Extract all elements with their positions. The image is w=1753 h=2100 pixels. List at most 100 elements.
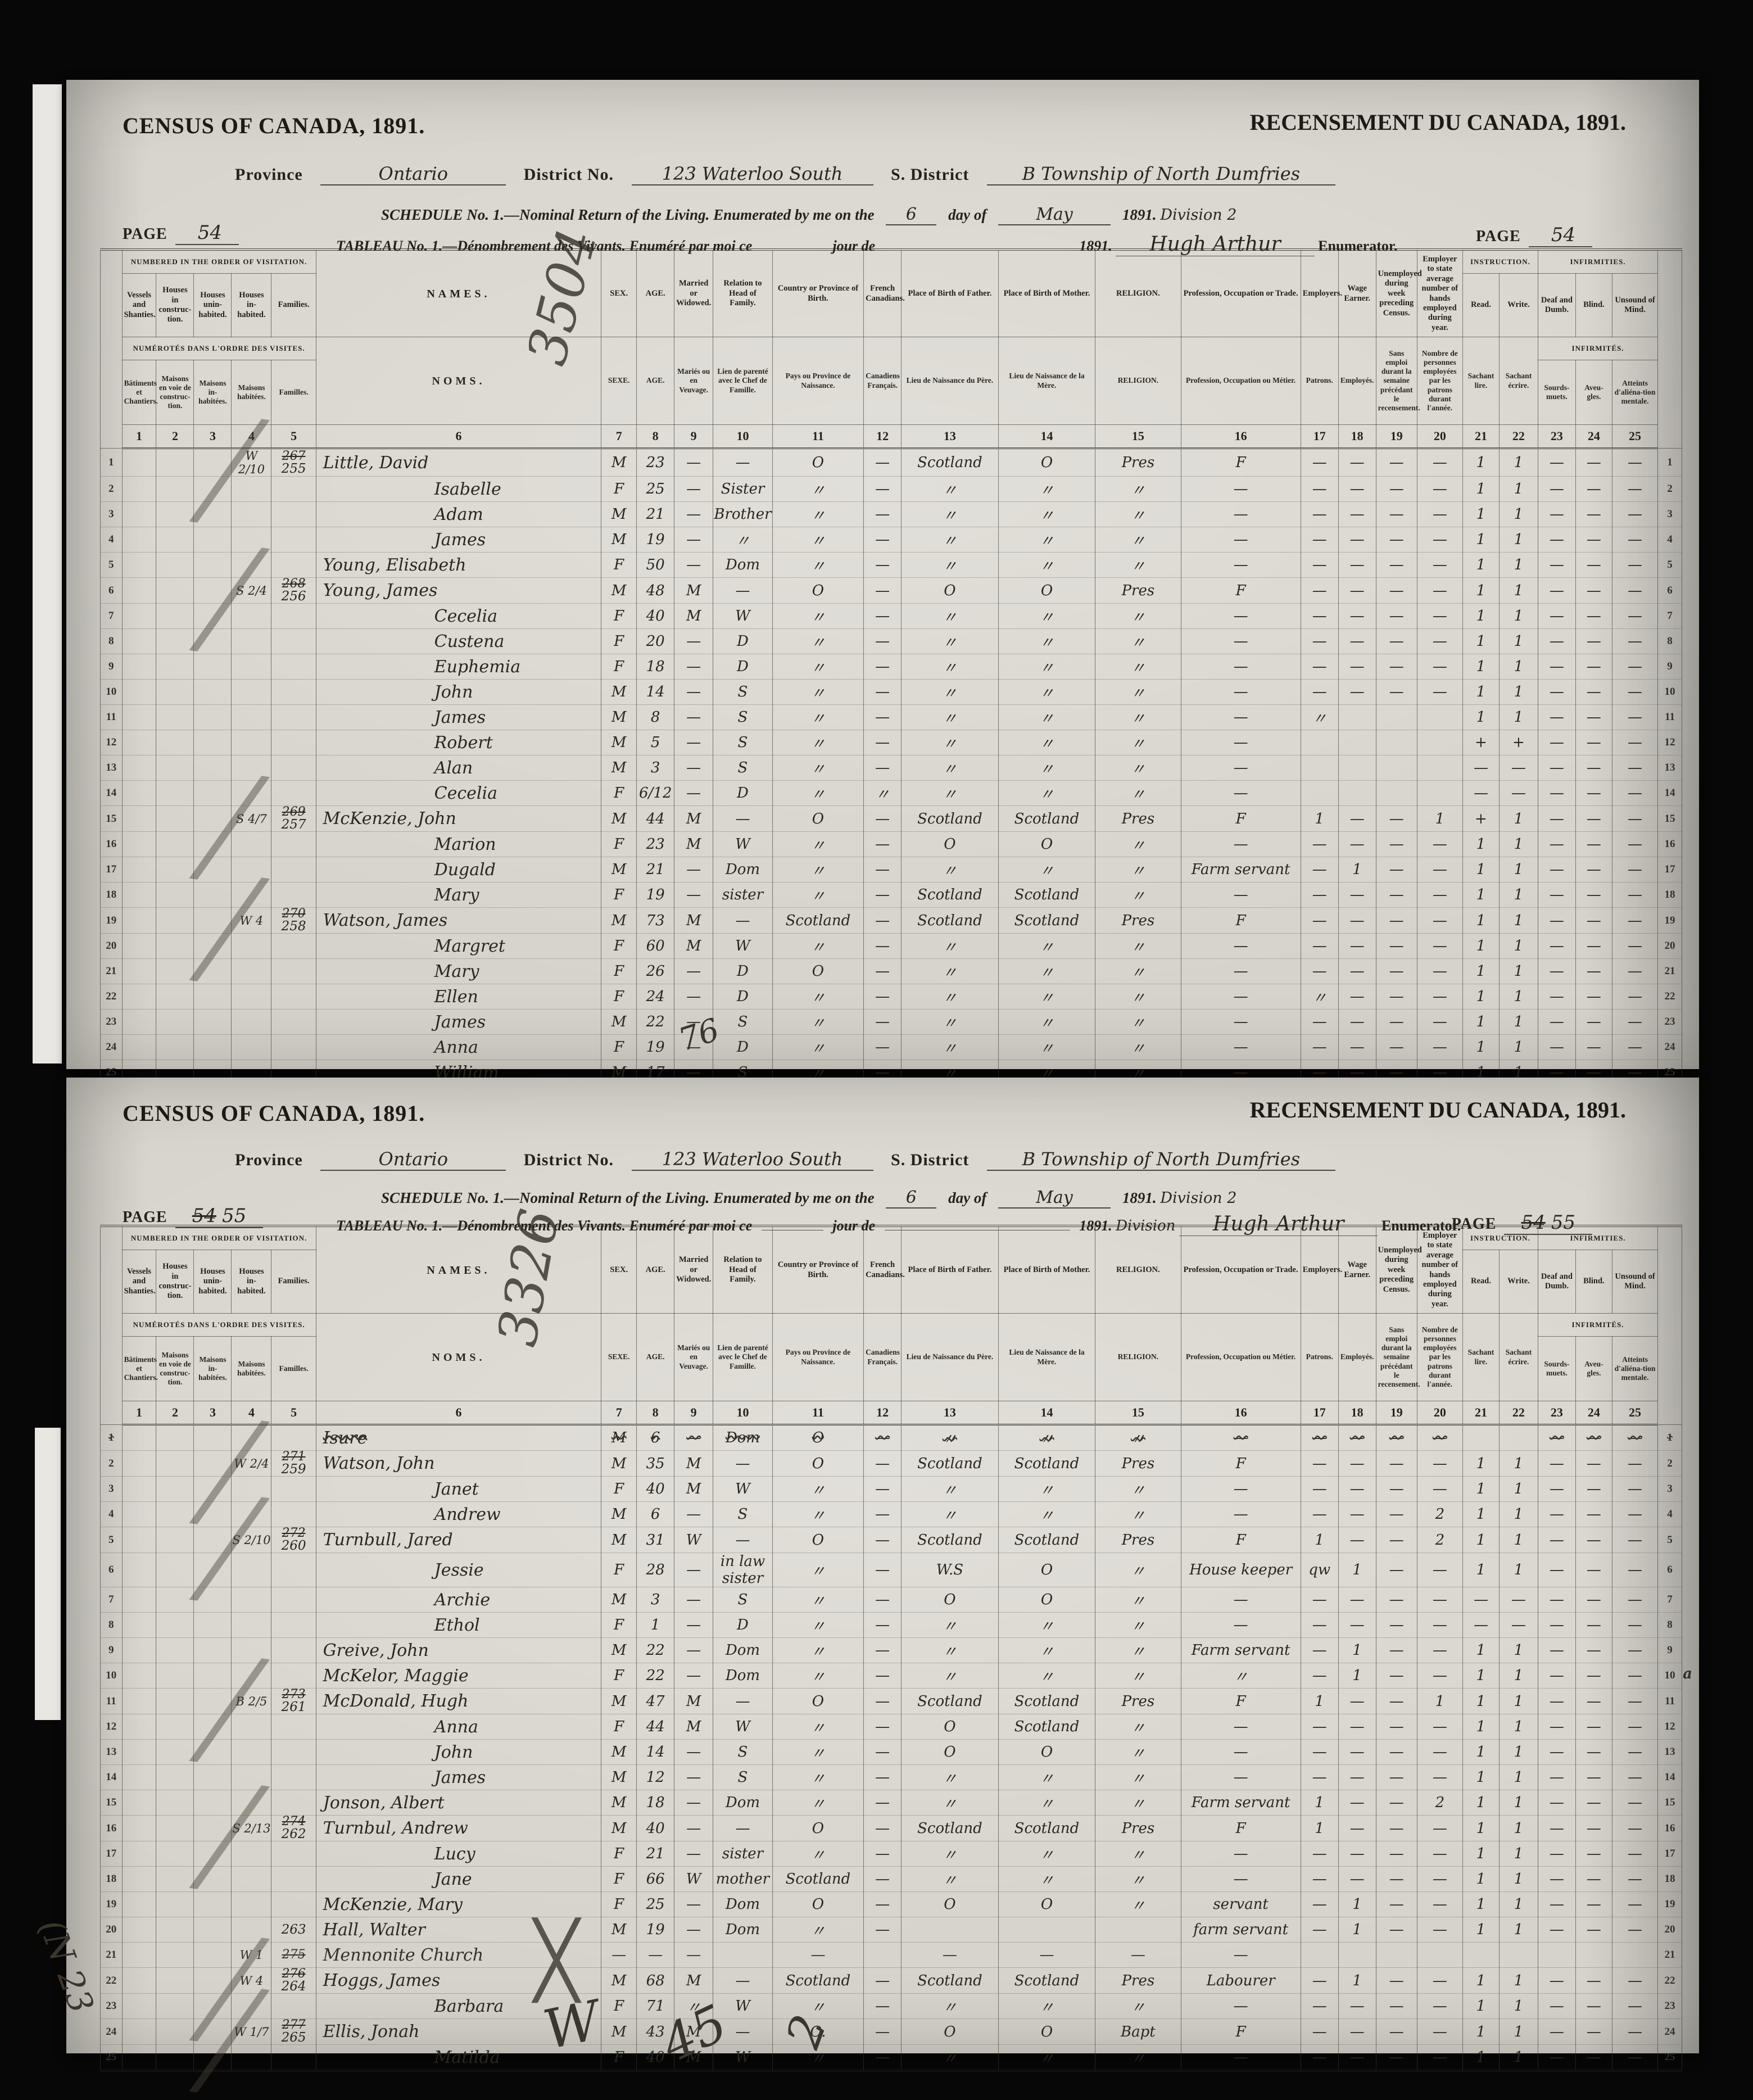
cell-mind: — bbox=[1611, 1891, 1659, 1917]
cell-mar: — bbox=[674, 628, 714, 654]
cell-c1 bbox=[121, 628, 157, 654]
cell-mother: O bbox=[998, 831, 1096, 857]
cell-read: 1 bbox=[1462, 1815, 1500, 1841]
cell-blind: — bbox=[1575, 1688, 1612, 1714]
cell-rel: — bbox=[713, 1815, 773, 1841]
cell-mar: — bbox=[674, 1942, 714, 1968]
cell-mar: M bbox=[674, 1450, 714, 1477]
cell-born: 〃 bbox=[772, 933, 864, 959]
cell-name: Little, David bbox=[315, 448, 602, 477]
column-header: Mariés ou en Veuvage. bbox=[674, 337, 714, 425]
cell-house bbox=[231, 476, 272, 502]
cell-c2 bbox=[156, 603, 194, 629]
cell-born: O bbox=[772, 1424, 864, 1451]
cell-unemp: — bbox=[1375, 1993, 1417, 2019]
cell-sex: M bbox=[601, 1688, 637, 1714]
cell-occ: F bbox=[1180, 2018, 1301, 2045]
cell-deaf: — bbox=[1537, 704, 1576, 730]
cell-born: 〃 bbox=[772, 1637, 864, 1663]
cell-emp: — bbox=[1300, 1714, 1339, 1740]
cell-c3 bbox=[193, 1714, 232, 1740]
cell-age: 14 bbox=[636, 679, 675, 705]
cell-c2 bbox=[156, 1009, 194, 1035]
column-header: French Canadians. bbox=[863, 1225, 905, 1314]
cell-emp: — bbox=[1300, 1841, 1339, 1867]
column-header: Relation to Head of Family. bbox=[713, 249, 773, 337]
cell-fr: — bbox=[863, 984, 902, 1010]
cell-mar: — bbox=[674, 679, 714, 705]
cell-c3 bbox=[193, 1663, 232, 1689]
cell-born: Scotland bbox=[772, 907, 864, 934]
cell-mar: M bbox=[674, 831, 714, 857]
row-number: 8 bbox=[1657, 628, 1682, 654]
cell-mother: 〃 bbox=[998, 1993, 1096, 2019]
cell-c2 bbox=[156, 1739, 194, 1765]
row-number: 23 bbox=[100, 1993, 123, 2019]
cell-father: 〃 bbox=[901, 1009, 999, 1035]
cell-c3 bbox=[193, 730, 232, 755]
column-header: French Canadians. bbox=[863, 249, 905, 337]
cell-unemp: — bbox=[1375, 933, 1417, 959]
cell-occ: F bbox=[1180, 1450, 1301, 1477]
cell-fam: 270 258 bbox=[271, 907, 316, 934]
cell-age: 19 bbox=[636, 882, 675, 908]
cell-rel: Dom bbox=[713, 1891, 773, 1917]
cell-mother: 〃 bbox=[998, 476, 1096, 502]
cell-name: Lucy bbox=[315, 1841, 602, 1867]
row-number: 14 bbox=[1657, 780, 1682, 806]
cell-occ: — bbox=[1180, 1587, 1301, 1613]
cell-born: 〃 bbox=[772, 831, 864, 857]
cell-age: 68 bbox=[636, 1967, 675, 1994]
cell-deaf: — bbox=[1537, 780, 1576, 806]
cell-sex: F bbox=[601, 476, 637, 502]
row-number: 15 bbox=[1657, 1790, 1682, 1816]
schedule-line-en: SCHEDULE No. 1.—Nominal Return of the Li… bbox=[381, 1188, 1237, 1209]
column-header: 14 bbox=[998, 424, 1096, 449]
cell-unemp: — bbox=[1375, 1009, 1417, 1035]
cell-fam bbox=[271, 933, 316, 959]
cell-read: 1 bbox=[1462, 1476, 1500, 1502]
cell-sex: F bbox=[601, 958, 637, 984]
cell-mind: — bbox=[1611, 755, 1659, 781]
column-header: INFIRMITÉS. bbox=[1537, 337, 1659, 360]
cell-rel: sister bbox=[713, 1841, 773, 1867]
cell-blind: — bbox=[1575, 1612, 1612, 1638]
column-header: RELIGION. bbox=[1095, 1313, 1181, 1401]
cell-blind: — bbox=[1575, 755, 1612, 781]
cell-relig: 〃 bbox=[1095, 857, 1181, 882]
cell-born: 〃 bbox=[772, 1993, 864, 2019]
cell-mind: — bbox=[1611, 1501, 1659, 1527]
column-header: 6 bbox=[315, 424, 602, 449]
cell-name: Greive, John bbox=[315, 1637, 602, 1663]
column-header: 5 bbox=[271, 424, 316, 449]
cell-unemp: — bbox=[1375, 1688, 1417, 1714]
cell-read: 1 bbox=[1462, 1688, 1500, 1714]
census-table-page-54: NUMBERED IN THE ORDER OF VISITATION. NAME… bbox=[100, 248, 1682, 1087]
cell-c1 bbox=[121, 654, 157, 680]
column-header: Maisons en voie de construc-tion. bbox=[156, 1336, 194, 1401]
cell-born: 〃 bbox=[772, 1764, 864, 1790]
row-number: 22 bbox=[1657, 984, 1682, 1010]
cell-house bbox=[231, 679, 272, 705]
column-header: 15 bbox=[1095, 424, 1181, 449]
row-number: 16 bbox=[1657, 831, 1682, 857]
cell-father: 〃 bbox=[901, 1663, 999, 1689]
cell-relig: 〃 bbox=[1095, 2044, 1181, 2071]
cell-write: — bbox=[1498, 1587, 1538, 1613]
cell-sex: M bbox=[601, 1815, 637, 1841]
cell-wage bbox=[1338, 755, 1376, 781]
column-header: Employés. bbox=[1338, 1313, 1376, 1401]
row-number: 4 bbox=[1657, 527, 1682, 553]
cell-age: 18 bbox=[636, 1790, 675, 1816]
cell-name: Marion bbox=[315, 831, 602, 857]
cell-mar: — bbox=[674, 1891, 714, 1917]
cell-unemp: — bbox=[1375, 1476, 1417, 1502]
cell-fr: — bbox=[863, 552, 902, 578]
cell-hands: 1 bbox=[1416, 805, 1463, 832]
cell-born: O bbox=[772, 1891, 864, 1917]
cell-emp bbox=[1300, 780, 1339, 806]
cell-wage: — bbox=[1338, 1450, 1376, 1477]
cell-hands: — bbox=[1416, 2044, 1463, 2071]
cell-mother: 〃 bbox=[998, 1663, 1096, 1689]
